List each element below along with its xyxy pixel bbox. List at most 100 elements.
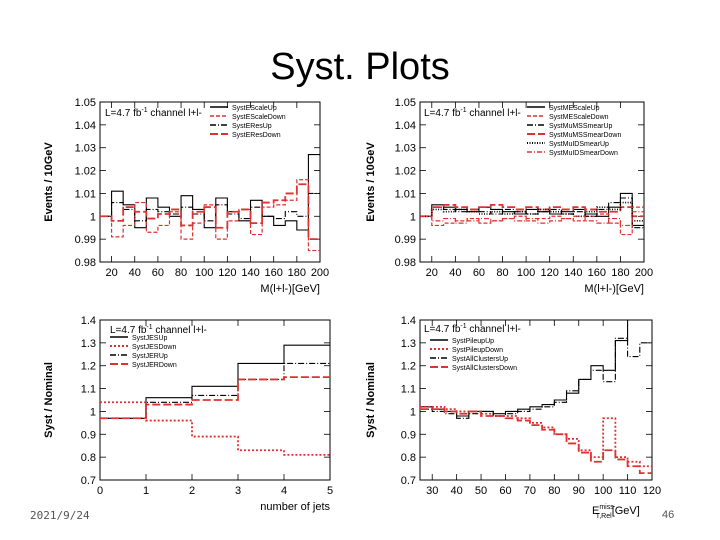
legend-label: SystJERDown bbox=[132, 362, 177, 369]
luminosity-annotation: L=4.7 fb-1 channel l+l- bbox=[110, 324, 207, 336]
legend-label: SystEResUp bbox=[232, 123, 272, 130]
y-tick-label: 1 bbox=[410, 406, 416, 418]
plot-frame bbox=[99, 101, 321, 263]
y-tick-label: 1.03 bbox=[75, 143, 96, 155]
y-tick-label: 1.1 bbox=[401, 384, 416, 396]
legend-label: SystJERUp bbox=[132, 353, 168, 360]
y-tick-label: 0.7 bbox=[81, 475, 96, 487]
x-tick-label: 120 bbox=[218, 267, 236, 279]
y-tick-label: 1.01 bbox=[395, 188, 416, 200]
y-tick-label: 1.4 bbox=[401, 315, 416, 327]
x-tick-label: 4 bbox=[281, 485, 287, 497]
x-tick-label: 80 bbox=[548, 485, 560, 497]
x-tick-label: 5 bbox=[327, 485, 333, 497]
luminosity-annotation: L=4.7 fb-1 channel l+l- bbox=[424, 323, 521, 335]
x-axis-label: M(l+l-)[GeV] bbox=[260, 283, 320, 295]
series-line-SystPileupDown bbox=[420, 405, 652, 468]
y-tick-label: 0.7 bbox=[401, 475, 416, 487]
y-tick-label: 1.01 bbox=[75, 188, 96, 200]
y-tick-label: 1 bbox=[90, 211, 96, 223]
y-tick-label: 1 bbox=[410, 211, 416, 223]
x-tick-label: 60 bbox=[499, 485, 511, 497]
x-tick-label: 40 bbox=[451, 485, 463, 497]
y-tick-label: 1.1 bbox=[81, 384, 96, 396]
plot-mll-mu-scale: 0.98 0.99 1 1.01 1.02 1.03 1.04 1.05 20 40 60 80 100… bbox=[365, 97, 653, 295]
y-tick-label: 1.2 bbox=[401, 361, 416, 373]
y-tick-label: 1.03 bbox=[395, 143, 416, 155]
legend-label: SystMEScaleDown bbox=[549, 114, 609, 121]
y-tick-label: 1.04 bbox=[75, 120, 96, 132]
x-tick-label: 80 bbox=[496, 267, 508, 279]
x-tick-label: 140 bbox=[241, 267, 259, 279]
x-tick-label: 160 bbox=[265, 267, 283, 279]
legend-label: SystMuIDSmearDown bbox=[549, 150, 618, 157]
y-tick-label: 1.2 bbox=[81, 361, 96, 373]
y-tick-label: 1.05 bbox=[395, 97, 416, 109]
plot-njets-jes: 0.7 0.8 0.9 1 1.1 1.2 1.3 1.4 0 1 2 3 4 5 Syst / Nomin… bbox=[43, 315, 333, 513]
x-tick-label: 200 bbox=[635, 267, 653, 279]
x-tick-label: 70 bbox=[524, 485, 536, 497]
legend-label: SystAllClustersUp bbox=[452, 356, 508, 363]
y-axis-label: Syst / Nominal bbox=[365, 362, 377, 438]
legend-label: SystEResDown bbox=[232, 132, 281, 139]
legend-label: SystJESUp bbox=[132, 335, 168, 342]
x-tick-label: 60 bbox=[152, 267, 164, 279]
page-number: 46 bbox=[662, 509, 675, 521]
y-tick-label: 0.99 bbox=[75, 234, 96, 246]
x-tick-label: 50 bbox=[475, 485, 487, 497]
legend-label: SystJESDown bbox=[132, 344, 176, 351]
y-tick-label: 1.4 bbox=[81, 315, 96, 327]
plot-frame bbox=[419, 319, 653, 481]
footer-date: 2021/9/24 bbox=[30, 509, 90, 522]
y-tick-label: 0.8 bbox=[401, 452, 416, 464]
y-tick-label: 0.9 bbox=[81, 429, 96, 441]
x-tick-label: 100 bbox=[594, 485, 612, 497]
series-line-SystMuIDSmearDown bbox=[420, 211, 644, 227]
x-tick-label: 2 bbox=[189, 485, 195, 497]
y-axis-label: Events / 10GeV bbox=[43, 142, 55, 222]
x-tick-label: 200 bbox=[311, 267, 329, 279]
x-tick-label: 100 bbox=[517, 267, 535, 279]
x-tick-label: 180 bbox=[611, 267, 629, 279]
series-line-SystAllClustersUp bbox=[420, 337, 652, 419]
series-line-SystPileupUp bbox=[420, 319, 652, 417]
y-tick-label: 0.9 bbox=[401, 429, 416, 441]
y-tick-label: 0.99 bbox=[395, 234, 416, 246]
legend-label: SystPileupUp bbox=[452, 338, 494, 345]
y-tick-label: 0.98 bbox=[395, 257, 416, 269]
x-axis-label: Emiss T,Rel[GeV] bbox=[592, 504, 640, 520]
x-tick-label: 80 bbox=[175, 267, 187, 279]
series-line-SystMuMSSmearUp bbox=[420, 197, 644, 229]
x-tick-label: 180 bbox=[288, 267, 306, 279]
x-tick-label: 20 bbox=[426, 267, 438, 279]
y-tick-label: 0.98 bbox=[75, 257, 96, 269]
series-line-SystMEScaleUp bbox=[420, 192, 644, 226]
legend-label: SystMuMSSmearUp bbox=[549, 123, 613, 130]
legend-label: SystMuIDSmearUp bbox=[549, 141, 609, 148]
legend-label: SystMuMSSmearDown bbox=[549, 132, 621, 139]
series-line-SystJERDown bbox=[100, 376, 330, 420]
y-axis-label: Syst / Nominal bbox=[43, 362, 55, 438]
plot-met-pileup: 0.7 0.8 0.9 1 1.1 1.2 1.3 1.4 30 40 50 60 70 80 90 100 1… bbox=[365, 315, 661, 520]
series-line-SystEScaleUp bbox=[100, 154, 320, 231]
series-line-SystEScaleDown bbox=[100, 179, 320, 252]
x-tick-label: 60 bbox=[473, 267, 485, 279]
y-tick-label: 0.8 bbox=[81, 452, 96, 464]
x-tick-label: 100 bbox=[195, 267, 213, 279]
y-tick-label: 1.02 bbox=[395, 166, 416, 178]
x-axis-label: number of jets bbox=[260, 501, 330, 513]
x-tick-label: 30 bbox=[426, 485, 438, 497]
y-tick-label: 1.3 bbox=[401, 338, 416, 350]
legend-label: SystPileupDown bbox=[452, 347, 503, 354]
y-axis-label: Events / 10GeV bbox=[365, 142, 377, 222]
plot-frame bbox=[419, 101, 645, 263]
y-tick-label: 1.02 bbox=[75, 166, 96, 178]
x-tick-label: 140 bbox=[564, 267, 582, 279]
legend-label: SystEScaleUp bbox=[232, 105, 277, 112]
x-tick-label: 120 bbox=[643, 485, 661, 497]
series-line-SystMEScaleDown bbox=[420, 206, 644, 236]
y-tick-label: 1.05 bbox=[75, 97, 96, 109]
x-tick-label: 40 bbox=[449, 267, 461, 279]
x-tick-label: 90 bbox=[573, 485, 585, 497]
series-line-SystJERUp bbox=[100, 362, 330, 419]
